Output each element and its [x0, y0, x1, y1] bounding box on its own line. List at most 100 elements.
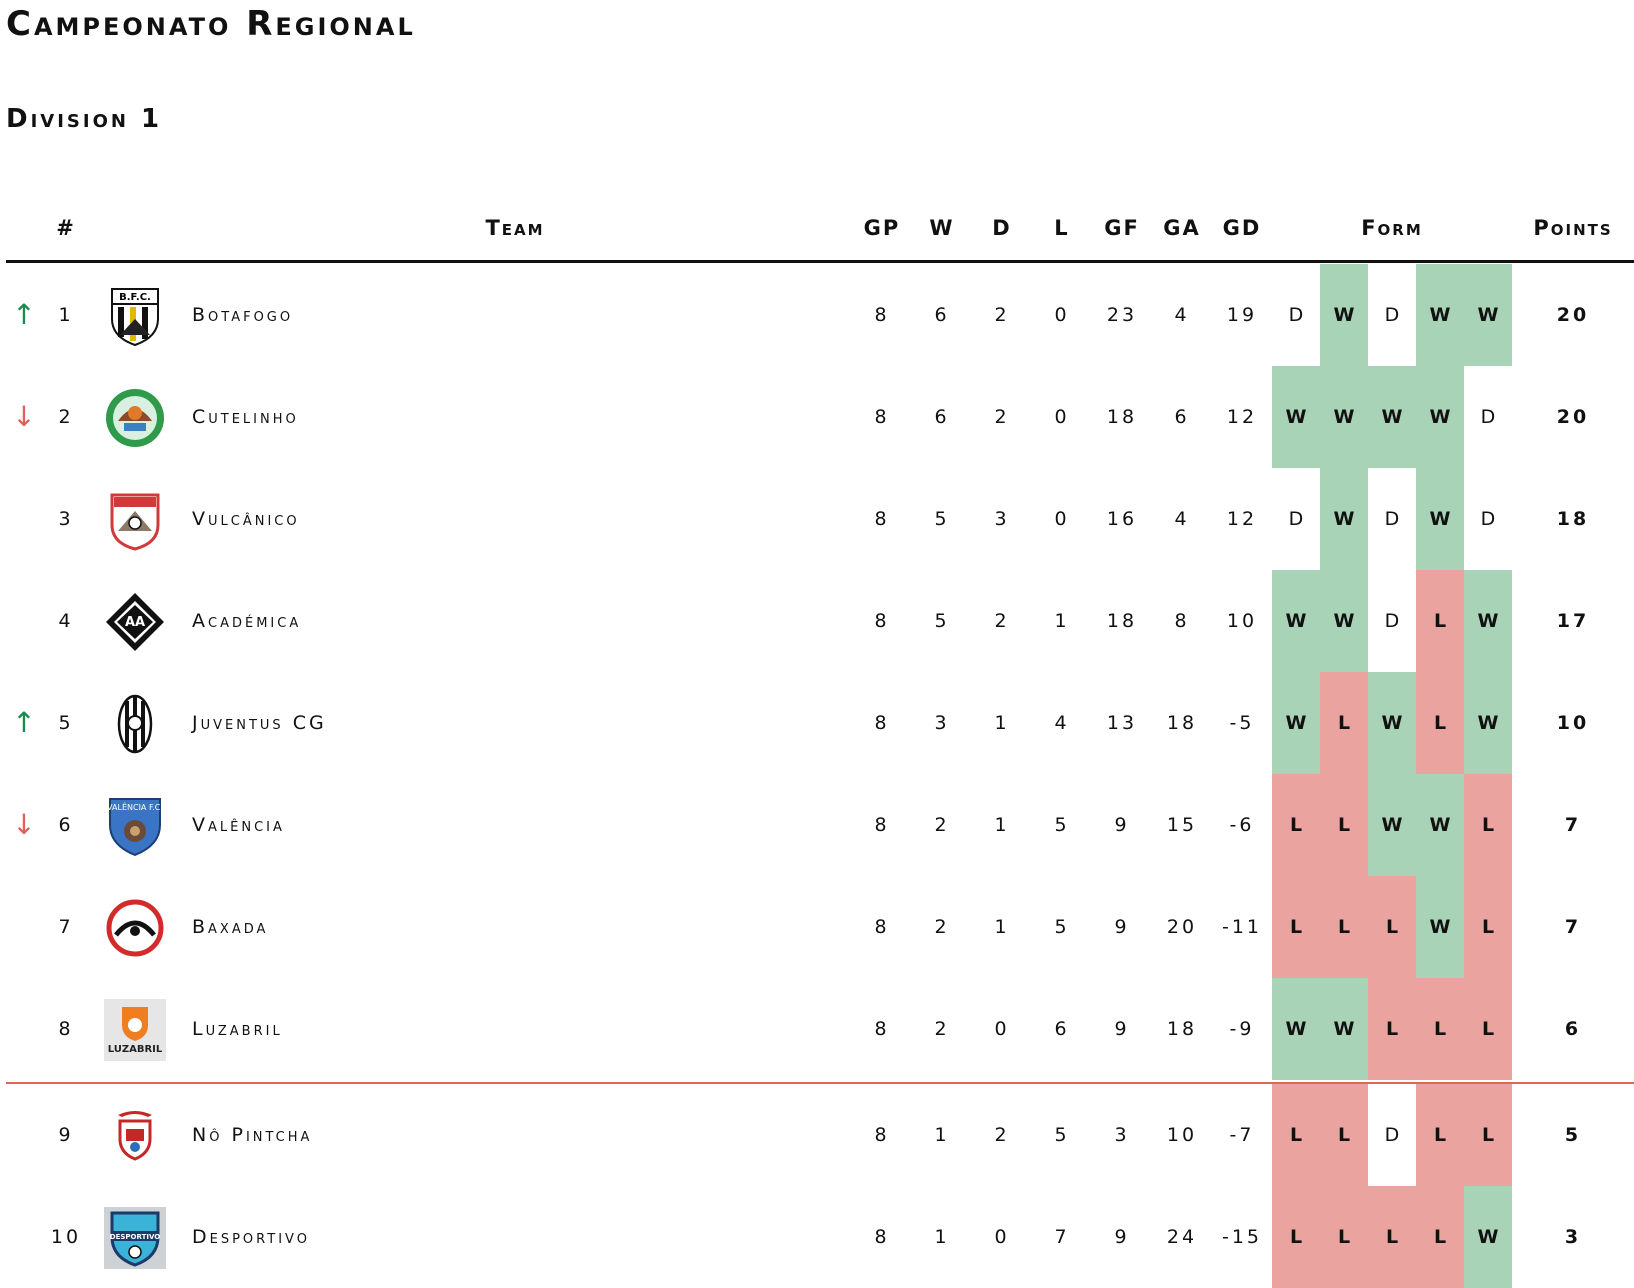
gf-cell: 9	[1114, 1226, 1130, 1248]
col-gp: GP	[863, 216, 901, 240]
d-cell: 1	[994, 814, 1010, 836]
gf-cell: 9	[1114, 814, 1130, 836]
valencia-crest-icon: VALÊNCIA F.C.	[104, 795, 166, 857]
gd-cell: -6	[1229, 814, 1255, 836]
svg-text:DESPORTIVO: DESPORTIVO	[110, 1233, 160, 1241]
table-header: # Team GP W D L GF GA GD Form Points	[0, 206, 1634, 250]
division-subtitle: Division 1	[6, 104, 163, 134]
form-result: W	[1464, 1186, 1512, 1288]
form-result: W	[1416, 366, 1464, 468]
arrow-up-icon: ↑	[12, 706, 36, 739]
ga-cell: 24	[1166, 1226, 1198, 1248]
l-cell: 7	[1054, 1226, 1070, 1248]
form-result: L	[1416, 1186, 1464, 1288]
form-result: L	[1272, 876, 1320, 978]
form-result: D	[1272, 468, 1320, 570]
svg-text:AA: AA	[125, 615, 145, 630]
gd-cell: -7	[1229, 1124, 1255, 1146]
table-row: ↑ 5 Juventus CG 8 3 1 4 13 18 -5 W L W L W 10	[0, 672, 1634, 774]
form-result: L	[1416, 570, 1464, 672]
team-name: Botafogo	[192, 304, 294, 326]
form-result: L	[1464, 876, 1512, 978]
rank-cell: 7	[58, 916, 74, 938]
d-cell: 2	[994, 1124, 1010, 1146]
form-result: L	[1416, 672, 1464, 774]
form-result: W	[1464, 264, 1512, 366]
l-cell: 5	[1054, 814, 1070, 836]
d-cell: 3	[994, 508, 1010, 530]
team-name: Desportivo	[192, 1226, 310, 1248]
form-result: W	[1464, 672, 1512, 774]
team-name: Juventus CG	[192, 712, 327, 734]
form-result: L	[1320, 876, 1368, 978]
gp-cell: 8	[874, 814, 890, 836]
d-cell: 0	[994, 1226, 1010, 1248]
form-result: L	[1464, 774, 1512, 876]
points-cell: 10	[1556, 712, 1590, 734]
form-result: D	[1368, 468, 1416, 570]
form-result: W	[1320, 978, 1368, 1080]
gf-cell: 9	[1114, 916, 1130, 938]
d-cell: 1	[994, 916, 1010, 938]
d-cell: 2	[994, 406, 1010, 428]
arrow-down-icon: ↓	[12, 400, 36, 433]
gp-cell: 8	[874, 304, 890, 326]
form-result: W	[1272, 570, 1320, 672]
gf-cell: 9	[1114, 1018, 1130, 1040]
l-cell: 5	[1054, 916, 1070, 938]
table-row: ↓ 2 Cutelinho 8 6 2 0 18 6 12 W W W W D 20	[0, 366, 1634, 468]
points-cell: 18	[1556, 508, 1590, 530]
form-result: D	[1368, 570, 1416, 672]
gd-cell: 12	[1226, 508, 1258, 530]
points-cell: 5	[1564, 1124, 1582, 1146]
form-result: L	[1464, 1084, 1512, 1186]
rank-cell: 8	[58, 1018, 74, 1040]
w-cell: 5	[934, 610, 950, 632]
col-d: D	[992, 216, 1012, 240]
rank-cell: 5	[58, 712, 74, 734]
table-row: ↓ 6 VALÊNCIA F.C. Valência 8 2 1 5 9 15 -6 L L W W L 7	[0, 774, 1634, 876]
table-row: 10 DESPORTIVO Desportivo 8 1 0 7 9 24 -15 L L L L W 3	[0, 1186, 1634, 1288]
gf-cell: 18	[1106, 610, 1138, 632]
table-row: 9 Nô Pintcha 8 1 2 5 3 10 -7 L L D L L 5	[0, 1084, 1634, 1186]
points-cell: 20	[1556, 304, 1590, 326]
form-result: L	[1272, 774, 1320, 876]
form-result: D	[1464, 366, 1512, 468]
gp-cell: 8	[874, 712, 890, 734]
gp-cell: 8	[874, 1018, 890, 1040]
col-ga: GA	[1163, 216, 1201, 240]
gp-cell: 8	[874, 406, 890, 428]
gf-cell: 16	[1106, 508, 1138, 530]
rank-cell: 4	[58, 610, 74, 632]
form-result: W	[1416, 876, 1464, 978]
form-result: W	[1272, 978, 1320, 1080]
w-cell: 6	[934, 304, 950, 326]
gp-cell: 8	[874, 916, 890, 938]
header-divider	[6, 260, 1634, 263]
luzabril-crest-icon: LUZABRIL	[104, 999, 166, 1061]
team-name: Vulcânico	[192, 508, 300, 530]
juventus-crest-icon	[104, 693, 166, 755]
form-result: L	[1320, 1186, 1368, 1288]
gp-cell: 8	[874, 1124, 890, 1146]
d-cell: 2	[994, 610, 1010, 632]
gd-cell: -9	[1229, 1018, 1255, 1040]
col-team: Team	[485, 216, 545, 240]
table-row: 7 Baxada 8 2 1 5 9 20 -11 L L L W L 7	[0, 876, 1634, 978]
form-result: L	[1272, 1084, 1320, 1186]
ga-cell: 8	[1174, 610, 1190, 632]
ga-cell: 6	[1174, 406, 1190, 428]
rank-cell: 2	[58, 406, 74, 428]
relegation-divider	[6, 1082, 1634, 1084]
points-cell: 7	[1564, 814, 1582, 836]
baxada-crest-icon	[104, 897, 166, 959]
nopintcha-crest-icon	[104, 1105, 166, 1167]
ga-cell: 18	[1166, 712, 1198, 734]
col-rank: #	[56, 216, 76, 240]
w-cell: 2	[934, 814, 950, 836]
points-cell: 17	[1556, 610, 1590, 632]
d-cell: 0	[994, 1018, 1010, 1040]
gp-cell: 8	[874, 508, 890, 530]
svg-text:B.F.C.: B.F.C.	[119, 292, 151, 303]
form-result: L	[1416, 978, 1464, 1080]
